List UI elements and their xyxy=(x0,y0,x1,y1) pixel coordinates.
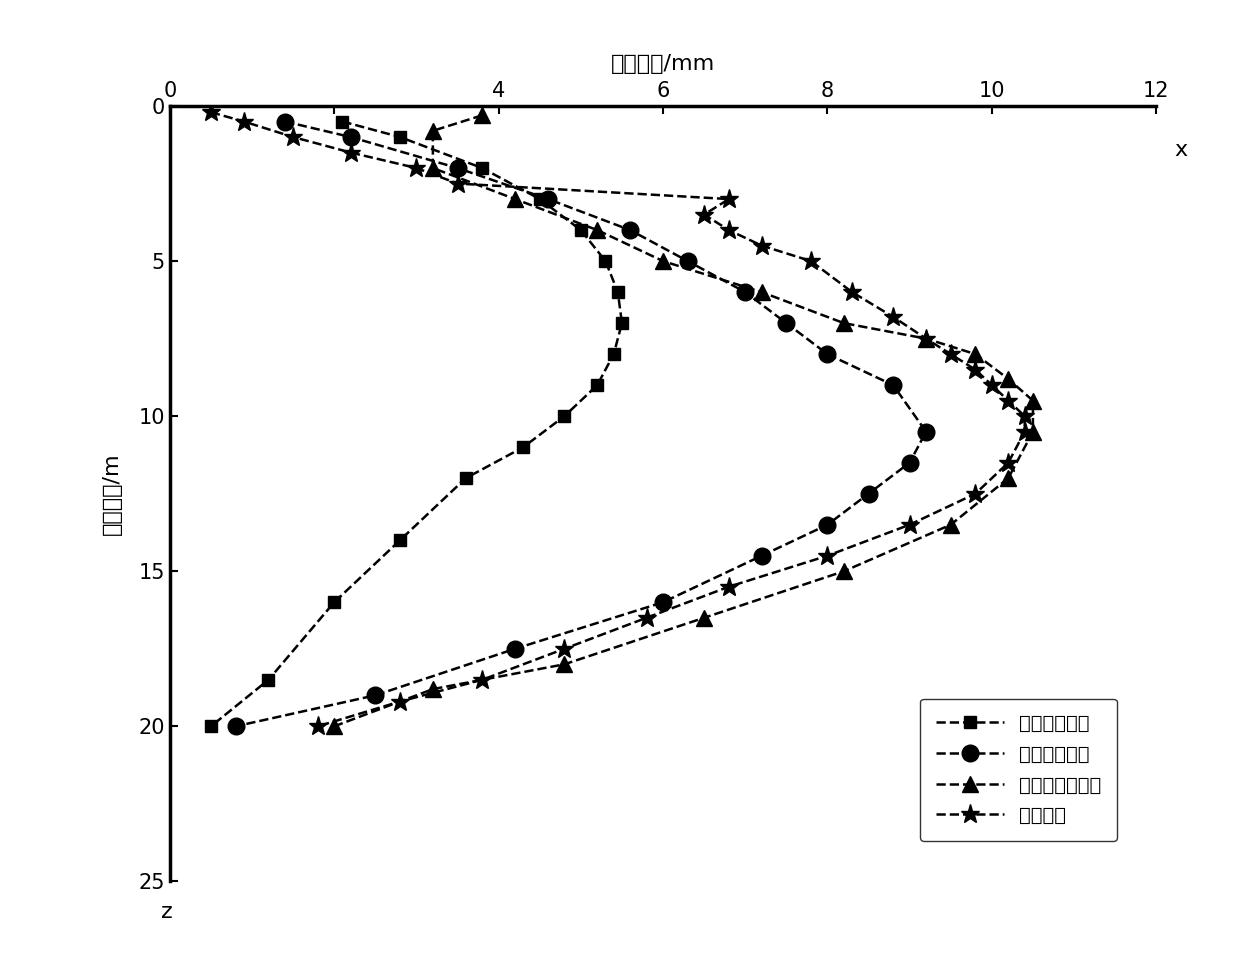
Line: 均匀绝向收敌: 均匀绝向收敌 xyxy=(227,113,935,735)
不均匀绝向收敌 xyxy=(754,286,769,298)
Text: x: x xyxy=(1174,141,1188,160)
Legend: 均匀径向收敌, 均匀绝向收敌, 不均匀绝向收敌, 实测数据: 均匀径向收敌, 均匀绝向收敌, 不均匀绝向收敌, 实测数据 xyxy=(920,699,1117,840)
均匀径向收敌 xyxy=(532,193,547,205)
不均匀绝向收敌 xyxy=(837,565,852,577)
均匀绝向收敌 xyxy=(656,596,671,608)
均匀绝向收敌 xyxy=(820,519,835,531)
Line: 实测数据: 实测数据 xyxy=(201,102,1034,736)
均匀绝向收敌 xyxy=(622,224,637,236)
均匀径向收敌 xyxy=(516,441,531,453)
均匀径向收敌 xyxy=(327,596,342,608)
实测数据 xyxy=(919,333,934,345)
实测数据 xyxy=(754,240,769,252)
不均匀绝向收敌 xyxy=(944,519,959,531)
Line: 均匀径向收敌: 均匀径向收敌 xyxy=(205,115,629,733)
均匀绝向收敌 xyxy=(903,457,918,468)
均匀径向收敌 xyxy=(615,317,630,329)
实测数据 xyxy=(639,612,653,624)
均匀绝向收敌 xyxy=(681,256,696,267)
不均匀绝向收敌 xyxy=(507,193,522,205)
实测数据 xyxy=(844,286,859,298)
均匀绝向收敌 xyxy=(738,286,753,298)
均匀绝向收敌 xyxy=(861,488,875,500)
均匀绝向收敌 xyxy=(820,348,835,360)
Y-axis label: 地层埋深/m: 地层埋深/m xyxy=(102,453,122,535)
实测数据 xyxy=(237,116,252,128)
实测数据 xyxy=(203,106,218,118)
实测数据 xyxy=(557,643,572,655)
不均匀绝向收敌 xyxy=(1025,395,1040,407)
均匀径向收敌 xyxy=(598,256,613,267)
不均匀绝向收敌 xyxy=(837,317,852,329)
实测数据 xyxy=(903,519,918,531)
Line: 不均匀绝向收敌: 不均匀绝向收敌 xyxy=(326,107,1040,734)
实测数据 xyxy=(393,696,408,708)
均匀绝向收敌 xyxy=(507,643,522,655)
实测数据 xyxy=(722,193,737,205)
实测数据 xyxy=(450,178,465,189)
实测数据 xyxy=(310,720,325,732)
实测数据 xyxy=(722,224,737,236)
不均匀绝向收敌 xyxy=(919,333,934,345)
均匀绝向收敌 xyxy=(278,116,293,128)
实测数据 xyxy=(1017,410,1032,422)
均匀径向收敌 xyxy=(459,472,474,484)
均匀绝向收敌 xyxy=(885,380,900,391)
实测数据 xyxy=(409,162,424,174)
均匀径向收敌 xyxy=(610,286,625,298)
不均匀绝向收敌 xyxy=(590,224,605,236)
实测数据 xyxy=(985,380,999,391)
不均匀绝向收敌 xyxy=(656,256,671,267)
实测数据 xyxy=(968,364,983,376)
均匀径向收敌 xyxy=(557,410,572,422)
实测数据 xyxy=(820,549,835,561)
不均匀绝向收敌 xyxy=(425,683,440,695)
均匀绝向收敌 xyxy=(450,162,465,174)
均匀绝向收敌 xyxy=(754,549,769,561)
实测数据 xyxy=(968,488,983,500)
实测数据 xyxy=(1001,395,1016,407)
均匀径向收敌 xyxy=(475,162,490,174)
均匀绝向收敌 xyxy=(343,131,358,142)
均匀径向收敌 xyxy=(393,535,408,547)
实测数据 xyxy=(722,581,737,592)
均匀径向收敌 xyxy=(203,720,218,732)
不均匀绝向收敌 xyxy=(557,659,572,671)
均匀径向收敌 xyxy=(590,380,605,391)
均匀绝向收敌 xyxy=(228,720,243,732)
实测数据 xyxy=(885,311,900,323)
Text: z: z xyxy=(161,902,172,922)
均匀径向收敌 xyxy=(335,116,350,128)
均匀绝向收敌 xyxy=(919,426,934,437)
均匀绝向收敌 xyxy=(541,193,556,205)
均匀径向收敌 xyxy=(573,224,588,236)
不均匀绝向收敌 xyxy=(475,109,490,121)
实测数据 xyxy=(1017,426,1032,437)
均匀径向收敌 xyxy=(606,348,621,360)
实测数据 xyxy=(1001,457,1016,468)
实测数据 xyxy=(475,674,490,686)
均匀绝向收敌 xyxy=(368,689,383,701)
实测数据 xyxy=(697,209,712,221)
实测数据 xyxy=(944,348,959,360)
均匀径向收敌 xyxy=(393,131,408,142)
不均匀绝向收敌 xyxy=(1001,472,1016,484)
实测数据 xyxy=(343,146,358,158)
均匀径向收敌 xyxy=(262,674,277,686)
不均匀绝向收敌 xyxy=(1025,426,1040,437)
实测数据 xyxy=(804,256,818,267)
X-axis label: 水平位移/mm: 水平位移/mm xyxy=(611,54,715,74)
不均匀绝向收敌 xyxy=(425,125,440,137)
不均匀绝向收敌 xyxy=(968,348,983,360)
均匀绝向收敌 xyxy=(779,317,794,329)
不均匀绝向收敌 xyxy=(327,720,342,732)
不均匀绝向收敌 xyxy=(425,162,440,174)
不均匀绝向收敌 xyxy=(697,612,712,624)
不均匀绝向收敌 xyxy=(1001,373,1016,385)
实测数据 xyxy=(285,131,300,142)
